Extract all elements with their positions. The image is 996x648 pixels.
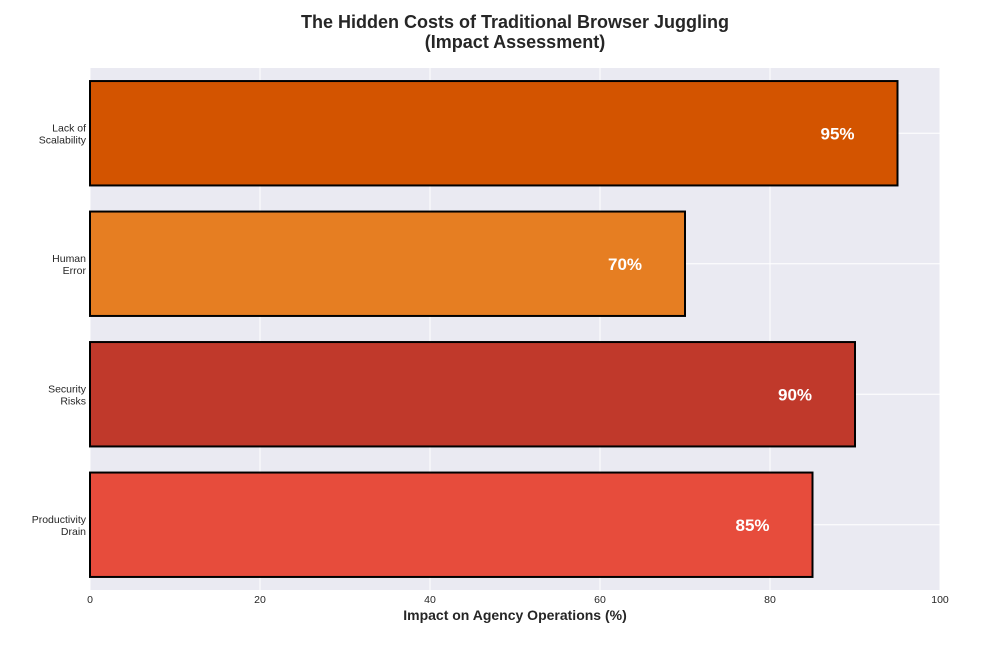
x-axis-label: Impact on Agency Operations (%)	[403, 607, 627, 623]
data-labels: 95% 70% 90% 85%	[608, 124, 855, 535]
x-tick-label: 80	[764, 594, 776, 606]
y-tick-labels: Lack of Scalability Human Error Security Risk…	[32, 122, 87, 538]
x-tick-label: 20	[254, 594, 266, 606]
x-tick-label: 0	[87, 594, 93, 606]
bar	[89, 341, 856, 448]
x-tick-label: 100	[931, 594, 949, 606]
chart-subtitle: (Impact Assessment)	[425, 32, 605, 52]
chart-title: The Hidden Costs of Traditional Browser …	[301, 12, 729, 32]
data-label: 70%	[608, 255, 642, 274]
x-tick-label: 60	[594, 594, 606, 606]
bar	[89, 210, 686, 317]
data-label: 85%	[735, 516, 769, 535]
y-tick-label: Human Error	[52, 253, 86, 277]
data-label: 95%	[820, 124, 854, 143]
bars	[89, 80, 899, 578]
y-tick-label: Productivity Drain	[32, 514, 87, 538]
y-tick-label: Security Risks	[48, 383, 87, 407]
x-tick-labels: 0 20 40 60 80 100	[87, 594, 949, 606]
bar	[89, 80, 899, 187]
bar	[89, 471, 814, 578]
y-tick-label: Lack of Scalability	[39, 122, 87, 146]
data-label: 90%	[778, 385, 812, 404]
x-tick-label: 40	[424, 594, 436, 606]
